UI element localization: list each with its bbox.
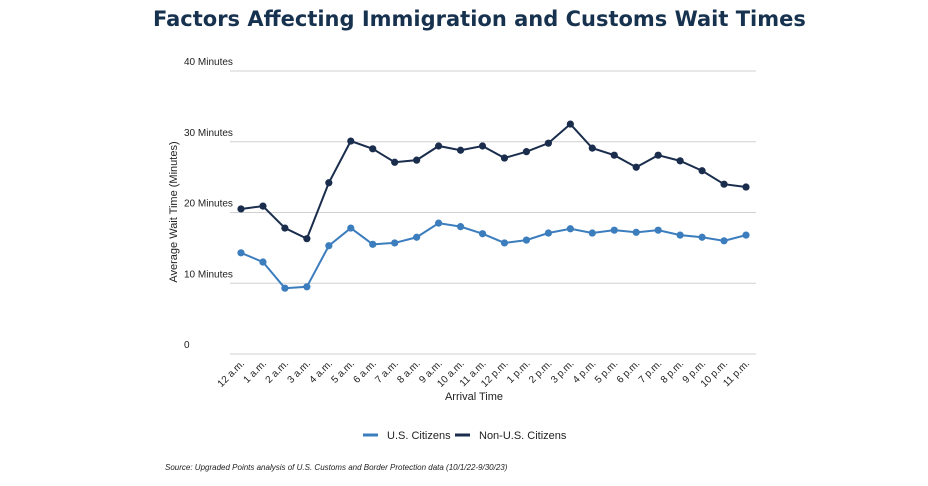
series-line [240, 122, 747, 241]
data-point [369, 240, 377, 248]
data-point [610, 151, 618, 159]
data-point [435, 219, 443, 227]
data-point [259, 258, 267, 266]
data-point [303, 235, 311, 243]
y-tick-label: 30 Minutes [184, 128, 233, 139]
data-point [698, 233, 706, 241]
data-point [325, 179, 333, 187]
x-tick-label: 4 a.m. [308, 358, 335, 385]
data-point [742, 183, 750, 191]
legend-label: U.S. Citizens [387, 430, 451, 442]
data-point [413, 156, 421, 164]
x-tick-label: 2 p.m. [527, 358, 554, 385]
x-tick-label: 8 p.m. [659, 358, 686, 385]
x-tick-label: 1 p.m. [505, 358, 532, 385]
x-tick-label: 3 p.m. [549, 358, 576, 385]
data-point [456, 223, 465, 231]
x-tick-label: 6 p.m. [615, 358, 642, 385]
x-tick-label: 6 a.m. [351, 358, 378, 385]
x-tick-label: 4 p.m. [571, 358, 598, 385]
data-point [391, 239, 399, 247]
chart-title: Factors Affecting Immigration and Custom… [153, 7, 806, 31]
data-point [478, 230, 487, 238]
data-point [369, 145, 377, 153]
x-tick-label: 7 a.m. [373, 358, 400, 385]
x-tick-label: 1 a.m. [242, 358, 269, 385]
source-note: Source: Upgraded Points analysis of U.S.… [165, 463, 508, 472]
x-axis-title: Arrival Time [445, 391, 503, 403]
data-point [742, 231, 750, 239]
x-tick-label: 3 a.m. [286, 358, 313, 385]
data-point [281, 224, 289, 232]
data-point [347, 224, 355, 232]
data-point [610, 226, 618, 234]
y-axis-title: Average Wait Time (Minutes) [168, 141, 180, 282]
y-tick-label: 40 Minutes [184, 57, 233, 68]
data-point [237, 205, 245, 213]
x-tick-label: 12 a.m. [216, 358, 247, 389]
data-point [588, 229, 596, 237]
data-point [413, 233, 421, 241]
data-point [632, 228, 640, 236]
data-point [347, 137, 355, 145]
x-tick-label: 5 a.m. [329, 358, 356, 385]
data-point [237, 249, 245, 257]
x-tick-label: 2 a.m. [264, 358, 291, 385]
data-point [632, 163, 640, 171]
data-point [303, 283, 311, 291]
data-point [435, 142, 443, 150]
data-point [588, 144, 596, 152]
data-point [478, 142, 487, 150]
data-point [698, 167, 706, 175]
data-point [566, 225, 574, 233]
data-point [544, 229, 552, 237]
data-point [676, 157, 684, 165]
data-point [522, 148, 531, 156]
legend-label: Non-U.S. Citizens [479, 430, 567, 442]
data-point [720, 237, 728, 245]
data-point [281, 284, 289, 292]
data-point [456, 146, 465, 154]
data-point [522, 236, 531, 244]
x-tick-label: 8 a.m. [395, 358, 422, 385]
y-tick-label: 10 Minutes [184, 269, 233, 280]
x-tick-label: 7 p.m. [637, 358, 664, 385]
x-tick-label: 5 p.m. [593, 358, 620, 385]
series-line [240, 222, 747, 290]
y-tick-label: 0 [184, 340, 190, 351]
data-point [676, 231, 684, 239]
data-point [500, 239, 509, 247]
data-point [325, 242, 333, 250]
y-tick-label: 20 Minutes [184, 199, 233, 210]
data-point [391, 158, 399, 166]
data-point [259, 202, 267, 210]
data-point [500, 154, 509, 162]
data-point [544, 139, 552, 147]
data-point [566, 120, 574, 128]
data-point [654, 151, 662, 159]
data-point [654, 226, 662, 234]
data-point [720, 180, 728, 188]
